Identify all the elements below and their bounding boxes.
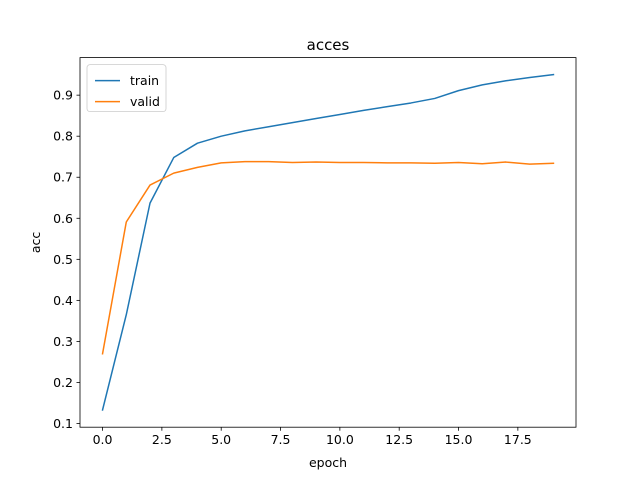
chart-title: acces (307, 36, 350, 54)
legend: train valid (86, 64, 167, 112)
y-tick-label: 0.6 (53, 211, 73, 226)
y-tick-label: 0.4 (53, 293, 73, 308)
y-axis-label: acc (28, 232, 43, 254)
x-tick-label: 2.5 (152, 432, 172, 447)
y-tick-label: 0.9 (53, 88, 73, 103)
series-line-train (101, 73, 555, 411)
y-tick-label: 0.1 (53, 416, 73, 431)
y-tick-label: 0.8 (53, 129, 73, 144)
series-line-valid (101, 160, 555, 355)
x-tick-label: 10.0 (326, 432, 354, 447)
y-tick-label: 0.3 (53, 334, 73, 349)
legend-label-valid: valid (130, 94, 160, 109)
plot-frame (79, 57, 577, 428)
x-tick-label: 15.0 (445, 432, 473, 447)
y-tick-label: 0.2 (53, 375, 73, 390)
x-tick-label: 17.5 (504, 432, 532, 447)
x-tick-label: 7.5 (271, 432, 291, 447)
legend-label-train: train (130, 73, 159, 88)
y-tick-label: 0.7 (53, 170, 73, 185)
x-tick-label: 5.0 (211, 432, 231, 447)
x-tick-label: 0.0 (93, 432, 113, 447)
x-tick-label: 12.5 (385, 432, 413, 447)
x-axis-label: epoch (309, 455, 347, 470)
y-tick-label: 0.5 (53, 252, 73, 267)
axis-ticks: 0.0 2.5 5.0 7.5 10.0 12.5 15.0 17.5 0.1 0.2 0.3 0.4… (53, 88, 532, 448)
plot-series (101, 73, 555, 411)
legend-box (86, 64, 167, 112)
